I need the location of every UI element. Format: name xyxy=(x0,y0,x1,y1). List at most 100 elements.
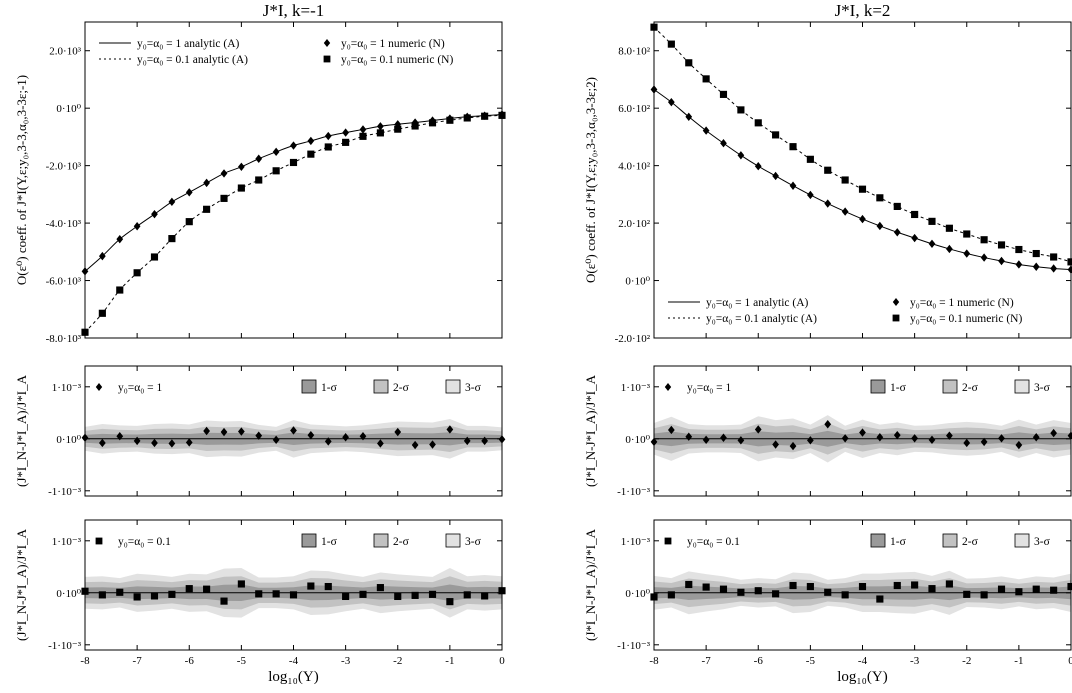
data-point-diamond xyxy=(876,433,884,442)
data-point-square xyxy=(95,537,103,545)
data-point-square xyxy=(667,591,675,599)
y-tick-label: -1·10⁻³ xyxy=(48,486,82,498)
data-point-diamond xyxy=(394,427,402,437)
data-point-square xyxy=(911,581,919,589)
data-point-square xyxy=(98,309,106,317)
sigma-legend-label: 3-σ xyxy=(1034,382,1051,394)
data-point-square xyxy=(963,590,971,598)
y-axis-label: O(ε⁰) coeff. of J*I(Y,ε;y₀,3-3,α₀,3-3ε;-… xyxy=(14,75,29,285)
series-1-markers xyxy=(650,580,1072,603)
data-point-diamond xyxy=(255,154,263,163)
data-point-square xyxy=(116,286,124,294)
data-point-diamond xyxy=(807,436,814,445)
data-point-diamond xyxy=(116,432,124,441)
data-point-diamond xyxy=(859,214,866,224)
sigma-legend-label: 2-σ xyxy=(962,382,979,394)
sigma-legend-label: 1-σ xyxy=(890,382,907,394)
data-point-square xyxy=(754,119,762,127)
data-point-diamond xyxy=(928,239,936,248)
data-point-square xyxy=(220,194,228,202)
data-point-diamond xyxy=(307,136,315,146)
legend-label: y₀=α₀ = 1 xyxy=(118,382,163,394)
data-point-diamond xyxy=(667,97,675,107)
data-point-square xyxy=(324,582,332,591)
x-tick-label: -4 xyxy=(858,655,868,667)
legend-label: y₀=α₀ = 0.1 xyxy=(118,536,171,548)
data-point-diamond xyxy=(737,151,745,160)
sigma-legend-swatch xyxy=(301,379,317,394)
data-point-diamond xyxy=(737,436,745,445)
data-point-square xyxy=(220,597,228,605)
series-1-markers xyxy=(81,580,506,606)
chart-panel-5: 1·10⁻³ 0·10⁰ -1·10⁻³ (J*I_N-J*I_A)/J*I_A y₀=… xyxy=(583,365,1072,498)
x-tick-label: -3 xyxy=(341,655,351,667)
data-point-square xyxy=(185,585,193,593)
data-point-diamond xyxy=(377,439,384,448)
series-1-markers xyxy=(650,420,1072,451)
y-tick-label: 0·10⁰ xyxy=(625,434,650,446)
data-point-diamond xyxy=(168,197,176,207)
data-point-square xyxy=(719,585,728,593)
series-2-markers xyxy=(650,23,1072,266)
chart-title: J*I, k=-1 xyxy=(263,1,325,20)
data-point-square xyxy=(1067,258,1072,266)
x-tick-label: -6 xyxy=(754,655,764,667)
x-tick-label: -6 xyxy=(185,655,195,667)
y-tick-label: 1·10⁻³ xyxy=(52,536,82,548)
data-point-diamond xyxy=(650,437,658,447)
data-point-square xyxy=(685,580,693,589)
y-tick-label: 4.0·10² xyxy=(618,161,650,173)
data-point-diamond xyxy=(667,425,675,435)
legend: y₀=α₀ = 1 analytic (A) y₀=α₀ = 1 numeric … xyxy=(99,38,453,66)
data-point-square xyxy=(342,138,350,146)
data-point-square xyxy=(719,90,728,98)
legend-label: y₀=α₀ = 0.1 numeric (N) xyxy=(341,54,453,66)
data-point-diamond xyxy=(1050,264,1058,273)
data-point-diamond xyxy=(685,112,693,121)
plot-frame xyxy=(653,21,1072,339)
sigma-legend-swatch xyxy=(1014,379,1030,394)
sigma-legend-swatch xyxy=(373,379,389,394)
data-point-square xyxy=(789,143,797,151)
sigma-legend-swatch xyxy=(373,533,389,548)
data-point-square xyxy=(737,106,745,114)
analytic-curve-2 xyxy=(653,26,1072,263)
y-tick-label: 8.0·10² xyxy=(618,46,650,58)
x-tick-label: -8 xyxy=(80,655,90,667)
data-point-square xyxy=(892,314,900,322)
data-point-diamond xyxy=(963,438,971,448)
data-point-diamond xyxy=(168,439,176,448)
data-point-square xyxy=(737,588,745,596)
y-tick-label: -2.0·10³ xyxy=(46,161,82,173)
data-point-diamond xyxy=(151,438,158,448)
data-point-square xyxy=(841,591,849,599)
data-point-square xyxy=(772,131,780,139)
data-point-diamond xyxy=(220,169,228,178)
x-tick-label: 0 xyxy=(1068,655,1072,667)
data-point-diamond xyxy=(133,222,141,231)
data-point-square xyxy=(1067,582,1072,591)
data-point-square xyxy=(307,150,315,158)
data-point-diamond xyxy=(1015,260,1023,269)
analytic-curve-1 xyxy=(84,114,503,272)
data-point-square xyxy=(702,583,710,591)
data-point-square xyxy=(272,167,280,175)
data-point-square xyxy=(858,185,867,193)
data-point-square xyxy=(446,116,454,124)
data-point-diamond xyxy=(928,435,936,445)
y-tick-label: 6.0·10² xyxy=(618,103,650,115)
data-point-diamond xyxy=(1032,262,1040,271)
data-point-square xyxy=(911,210,919,219)
data-point-square xyxy=(997,585,1006,593)
y-tick-label: 1·10⁻³ xyxy=(621,536,651,548)
data-point-square xyxy=(324,143,332,151)
data-point-diamond xyxy=(1067,265,1072,274)
data-point-square xyxy=(667,40,675,48)
data-point-square xyxy=(376,584,384,592)
data-point-diamond xyxy=(946,431,953,440)
data-point-square xyxy=(359,590,367,598)
data-point-square xyxy=(664,537,672,545)
data-point-diamond xyxy=(946,244,953,254)
legend-label: y₀=α₀ = 1 numeric (N) xyxy=(910,297,1014,309)
y-tick-label: 2.0·10³ xyxy=(49,46,81,58)
